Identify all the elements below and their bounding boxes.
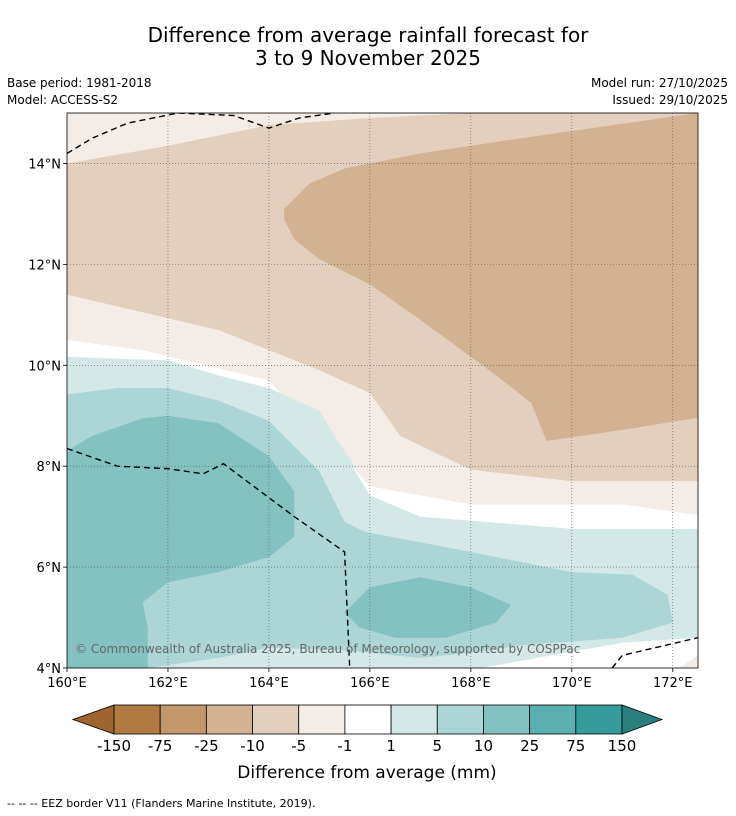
colorbar-tick-label-7: 5 [432, 737, 442, 755]
map-fill-layer [67, 113, 698, 668]
colorbar-tick-label-0: -150 [97, 737, 131, 755]
colorbar-box-1 [159, 704, 207, 735]
model-name: Model: ACCESS-S2 [7, 93, 119, 107]
colorbar-box-9 [529, 704, 577, 735]
rainfall-region-2 [284, 113, 698, 441]
y-tick-label-5: 14°N [28, 157, 61, 172]
neutral-band-1 [480, 637, 698, 668]
neutral-band-0 [352, 466, 698, 529]
x-tick-label-2: 164°E [249, 676, 289, 691]
eez-border-segment-2 [611, 637, 698, 668]
colorbar-tick-label-9: 25 [520, 737, 539, 755]
colorbar-tick-label-5: -1 [337, 737, 352, 755]
eez-border-segment-0 [67, 113, 335, 154]
model-run: Model run: 27/10/2025 [590, 76, 728, 90]
y-tick-label-1: 6°N [37, 561, 62, 576]
colorbar-box-5 [344, 704, 392, 735]
colorbar: -150 -75 -25 -10 -5 -1 1 5 10 25 75 150 [71, 704, 664, 755]
colorbar-box-10 [575, 704, 623, 735]
colorbar-box-4 [298, 704, 346, 735]
colorbar-tick-label-4: -5 [291, 737, 306, 755]
colorbar-tick-label-8: 10 [474, 737, 493, 755]
y-tick-label-4: 12°N [28, 258, 61, 273]
colorbar-tick-label-6: 1 [386, 737, 396, 755]
x-tick-label-1: 162°E [148, 676, 188, 691]
x-tick-label-3: 166°E [350, 676, 390, 691]
y-tick-label-0: 4°N [37, 662, 62, 677]
colorbar-box-3 [252, 704, 300, 735]
chart-title-line1: Difference from average rainfall forecas… [147, 23, 589, 47]
corner-patch-0 [677, 655, 698, 668]
x-tick-label-6: 172°E [653, 676, 693, 691]
colorbar-box-8 [483, 704, 531, 735]
rainfall-region-6 [344, 577, 512, 638]
colorbar-tick-label-2: -25 [194, 737, 219, 755]
x-tick-label-0: 160°E [47, 676, 87, 691]
colorbar-label: Difference from average (mm) [237, 763, 496, 783]
colorbar-box-7 [436, 704, 484, 735]
x-tick-label-5: 170°E [552, 676, 592, 691]
colorbar-extend-high [621, 704, 664, 735]
footer-note: -- -- -- EEZ border V11 (Flanders Marine… [7, 797, 316, 810]
map-frame [66, 112, 699, 669]
rainfall-region-5 [67, 415, 295, 668]
issued-date: Issued: 29/10/2025 [612, 93, 728, 107]
colorbar-tick-label-11: 150 [608, 737, 637, 755]
colorbar-box-0 [113, 704, 161, 735]
eez-border-segment-1 [67, 447, 351, 668]
colorbar-tick-label-1: -75 [148, 737, 173, 755]
colorbar-extend-low [71, 704, 115, 735]
eez-border-layer [67, 113, 698, 668]
base-period: Base period: 1981-2018 [7, 76, 152, 90]
colorbar-tick-label-10: 75 [566, 737, 585, 755]
copyright-notice: © Commonwealth of Australia 2025, Bureau… [75, 642, 580, 656]
map-grid [67, 113, 698, 668]
chart-title-line2: 3 to 9 November 2025 [255, 46, 481, 70]
colorbar-tick-label-3: -10 [240, 737, 265, 755]
axis-ticks: 160°E 162°E 164°E 166°E 168°E 170°E 172°E 4°N 6°… [28, 157, 692, 691]
x-tick-label-4: 168°E [451, 676, 491, 691]
colorbar-box-2 [205, 704, 253, 735]
y-tick-label-2: 8°N [37, 460, 62, 475]
y-tick-label-3: 10°N [28, 359, 61, 374]
colorbar-box-6 [390, 704, 438, 735]
